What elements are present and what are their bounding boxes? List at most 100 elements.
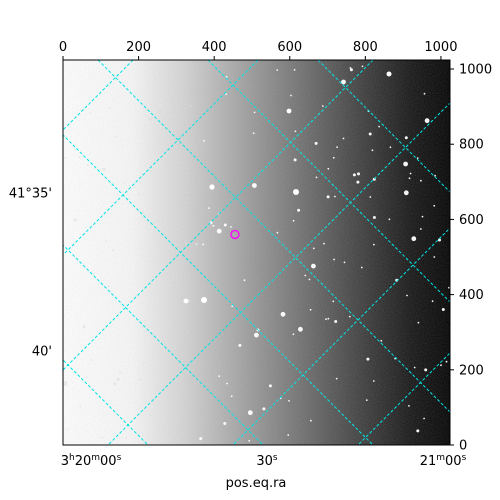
star [325, 318, 327, 321]
star [180, 374, 183, 377]
star [348, 315, 351, 318]
star [421, 215, 424, 218]
star [64, 157, 67, 159]
star [168, 159, 172, 162]
star [420, 228, 422, 230]
star [199, 437, 203, 441]
star [386, 71, 392, 77]
star [167, 158, 169, 160]
star [441, 308, 445, 311]
star [253, 111, 256, 114]
star [223, 223, 227, 227]
star [248, 439, 251, 442]
star [309, 308, 312, 311]
star [172, 406, 174, 409]
grid-line-ra [207, 60, 450, 303]
star [312, 247, 315, 250]
star [102, 167, 106, 171]
bottom-tick-label: 21m00s [420, 453, 467, 469]
star [373, 243, 375, 246]
star [413, 366, 416, 369]
star [440, 364, 442, 367]
star [372, 380, 375, 382]
star [297, 208, 301, 212]
left-dec-axis: 41°35' 40' [9, 187, 52, 360]
star [314, 141, 318, 145]
star [280, 311, 286, 317]
star [349, 68, 353, 72]
star [343, 261, 346, 264]
right-tick-label: 200 [459, 363, 484, 378]
star [203, 139, 205, 142]
star [163, 117, 166, 120]
star [209, 184, 215, 190]
star [431, 300, 434, 303]
star [207, 207, 210, 210]
star [311, 263, 316, 269]
star [79, 405, 82, 408]
star [86, 164, 89, 166]
grid-line-ra [63, 134, 374, 445]
star [326, 195, 330, 199]
star [144, 319, 147, 322]
star [107, 285, 110, 287]
star [341, 79, 346, 85]
star [403, 161, 408, 167]
star [66, 428, 69, 431]
star [424, 368, 428, 372]
star [389, 146, 392, 149]
star [369, 196, 372, 198]
star [149, 413, 152, 416]
star [225, 75, 228, 78]
star [143, 362, 145, 365]
grid-line-ra [97, 60, 450, 413]
star [360, 266, 363, 269]
star [223, 422, 227, 425]
star [153, 400, 155, 403]
top-tick-label: 600 [277, 40, 302, 55]
star [409, 172, 412, 175]
star [226, 382, 228, 385]
star [172, 166, 176, 170]
star [406, 294, 408, 297]
star [417, 321, 420, 324]
star [294, 130, 297, 133]
star [119, 371, 122, 374]
star [388, 218, 391, 221]
star [218, 375, 221, 377]
star [254, 332, 259, 338]
star [304, 274, 307, 277]
star [112, 249, 115, 252]
star [209, 221, 213, 225]
star [125, 436, 128, 439]
plot-frame [62, 59, 451, 446]
star [298, 326, 303, 332]
star [166, 111, 170, 114]
star [183, 298, 189, 304]
x-axis-label: pos.eq.ra [226, 476, 287, 491]
right-tick-label: 0 [459, 439, 467, 454]
star [380, 339, 383, 342]
star [433, 204, 436, 207]
star [315, 176, 318, 179]
star [195, 242, 198, 246]
star [404, 136, 408, 140]
star [212, 224, 215, 227]
star [101, 436, 104, 439]
star [308, 278, 311, 281]
grid-line-dec [107, 102, 450, 445]
star [361, 65, 364, 68]
star [73, 218, 77, 222]
star [230, 395, 233, 398]
bottom-tick-label: 30s [256, 453, 278, 469]
image-noise [63, 60, 450, 445]
target-marker [230, 229, 240, 240]
star [262, 407, 266, 411]
star [408, 177, 411, 180]
star [287, 434, 290, 436]
star [368, 132, 372, 136]
star [349, 67, 352, 69]
star [286, 108, 292, 114]
star [342, 137, 345, 140]
